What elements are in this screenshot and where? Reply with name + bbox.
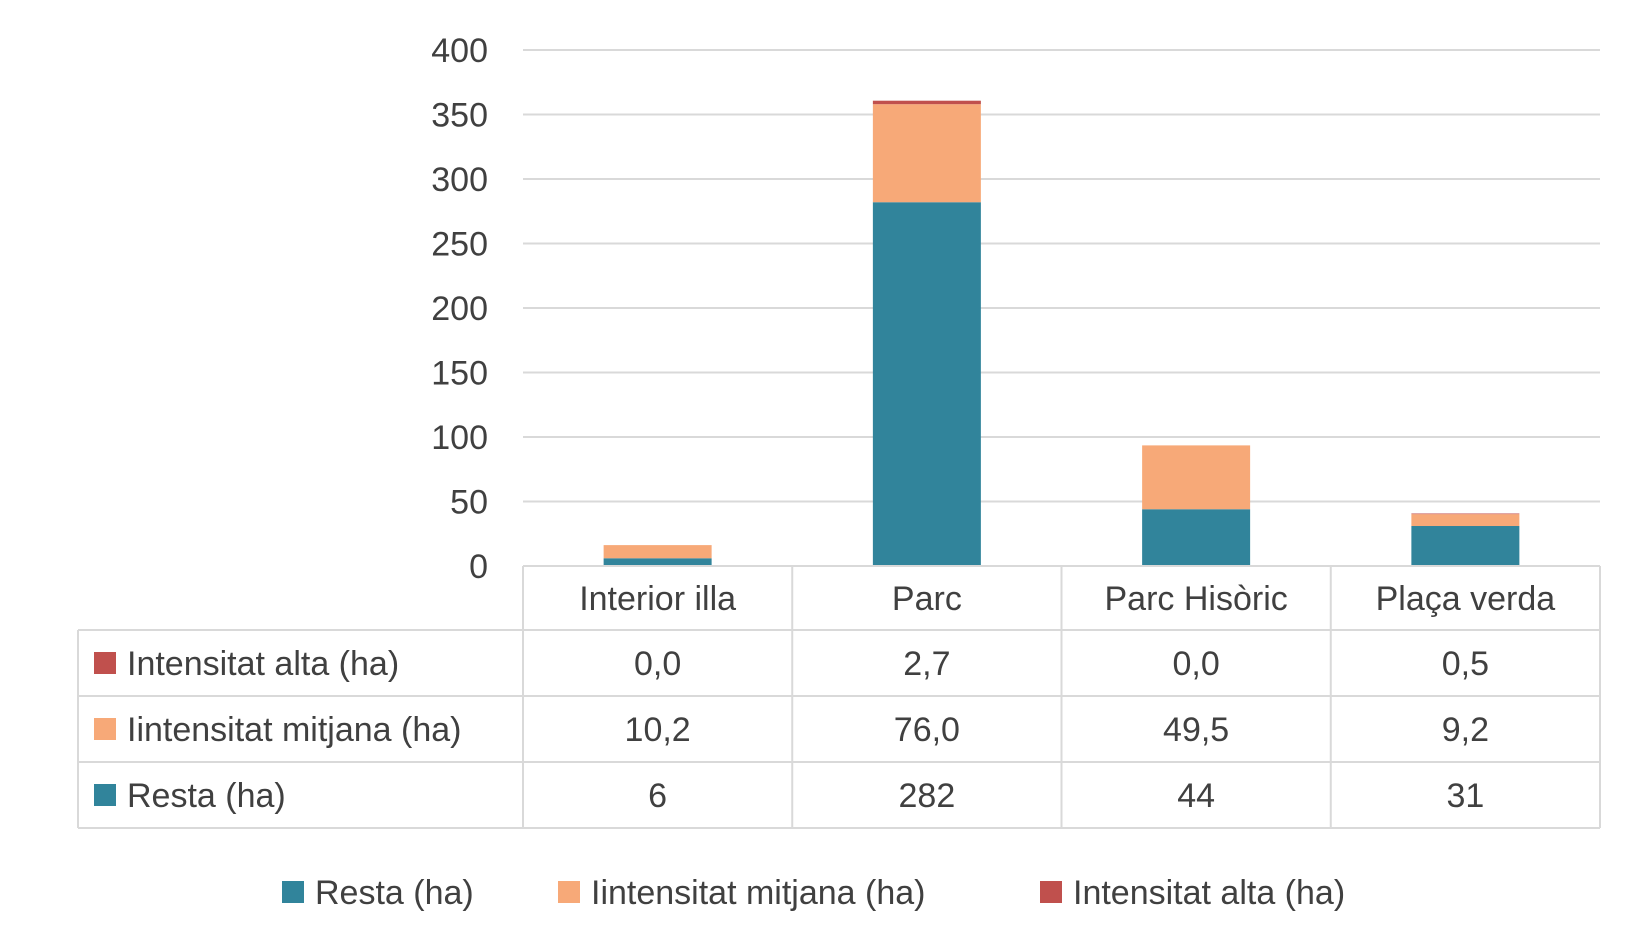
x-tick-label: Parc Hisòric	[1105, 580, 1288, 618]
y-tick-label: 150	[431, 355, 488, 393]
table-cell-value: 44	[1177, 777, 1215, 815]
table-legend-key	[94, 784, 116, 806]
table-cell-value: 10,2	[625, 711, 691, 749]
x-tick-label: Interior illa	[579, 580, 736, 618]
bar-segment	[1411, 514, 1520, 527]
table-cell-value: 6	[648, 777, 667, 815]
bar-segment	[1142, 445, 1251, 510]
table-cell-value: 0,5	[1442, 645, 1489, 683]
table-row-label: Intensitat alta (ha)	[127, 645, 399, 683]
y-tick-label: 400	[431, 32, 488, 70]
y-tick-label: 250	[431, 226, 488, 264]
legend-key	[282, 881, 304, 903]
y-tick-label: 100	[431, 419, 488, 457]
legend-label: Iintensitat mitjana (ha)	[591, 874, 926, 912]
y-tick-label: 50	[450, 484, 488, 522]
bar-segment	[1411, 513, 1520, 515]
table-cell-value: 0,0	[1172, 645, 1219, 683]
legend-key	[558, 881, 580, 903]
legend-key	[1040, 881, 1062, 903]
x-tick-label: Plaça verda	[1376, 580, 1556, 618]
bar-segment	[1142, 509, 1251, 566]
bar-segment	[603, 545, 712, 559]
y-tick-label: 0	[469, 548, 488, 586]
y-tick-label: 350	[431, 97, 488, 135]
table-cell-value: 49,5	[1163, 711, 1229, 749]
bar-segment	[1411, 526, 1520, 566]
bar-segment	[603, 558, 712, 566]
table-cell-value: 282	[899, 777, 956, 815]
legend-label: Intensitat alta (ha)	[1073, 874, 1345, 912]
table-legend-key	[94, 718, 116, 740]
table-legend-key	[94, 652, 116, 674]
bar-segment	[872, 104, 981, 203]
y-tick-label: 300	[431, 161, 488, 199]
table-cell-value: 9,2	[1442, 711, 1489, 749]
legend-label: Resta (ha)	[315, 874, 474, 912]
y-tick-label: 200	[431, 290, 488, 328]
table-row-label: Resta (ha)	[127, 777, 286, 815]
table-row-label: Iintensitat mitjana (ha)	[127, 711, 462, 749]
x-tick-label: Parc	[892, 580, 962, 618]
bar-segment	[872, 100, 981, 105]
table-cell-value: 2,7	[903, 645, 950, 683]
table-cell-value: 31	[1446, 777, 1484, 815]
table-cell-value: 0,0	[634, 645, 681, 683]
table-cell-value: 76,0	[894, 711, 960, 749]
bar-segment	[872, 202, 981, 566]
